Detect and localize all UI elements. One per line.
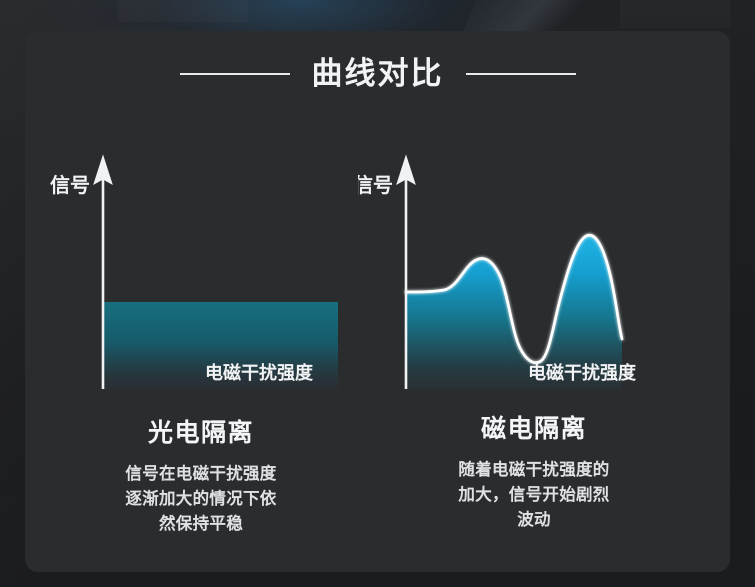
page-title: 曲线对比	[311, 56, 444, 91]
wavy-signal-line	[404, 233, 624, 365]
caption-body-magnetoelectric: 随着电磁干扰强度的 加大，信号开始剧烈 波动	[458, 461, 610, 530]
caption-title-photoelectric: 光电隔离	[147, 419, 254, 447]
panel-photoelectric-isolation: 信号 电磁干扰强度 光电隔离 信号在电磁干扰强度 逐渐加大的情况下依 然保持平稳	[25, 31, 377, 572]
header-rule-right	[465, 72, 576, 75]
header-rule-left	[179, 72, 290, 75]
y-axis-arrow-icon	[93, 154, 113, 186]
content-card: 曲线对比	[25, 31, 730, 572]
chart-wavy-signal: 信号 电磁干扰强度	[358, 124, 710, 389]
y-axis-label: 信号	[358, 173, 393, 197]
panel-magnetoelectric-isolation: 信号 电磁干扰强度 磁电隔离 随着电磁干扰强度的 加大，信号开始剧烈 波动	[358, 31, 710, 572]
comparison-panels: 信号 电磁干扰强度 光电隔离 信号在电磁干扰强度 逐渐加大的情况下依 然保持平稳	[25, 31, 730, 572]
section-header: 曲线对比	[25, 58, 730, 89]
background-block-left	[118, 0, 248, 22]
chart-flat-signal-svg: 信号 电磁干扰强度	[50, 154, 340, 389]
chart-flat-signal: 信号 电磁干扰强度	[25, 124, 377, 389]
caption-title-magnetoelectric: 磁电隔离	[480, 415, 587, 443]
chart-wavy-signal-svg: 信号 电磁干扰强度	[358, 154, 637, 389]
x-axis-label: 电磁干扰强度	[205, 362, 314, 383]
x-axis-label: 电磁干扰强度	[528, 362, 637, 383]
y-axis-arrow-icon	[396, 154, 416, 186]
y-axis-label: 信号	[50, 173, 90, 197]
background-block-right	[620, 0, 730, 28]
flat-signal-area	[103, 302, 338, 389]
caption-body-photoelectric: 信号在电磁干扰强度 逐渐加大的情况下依 然保持平稳	[125, 465, 277, 534]
